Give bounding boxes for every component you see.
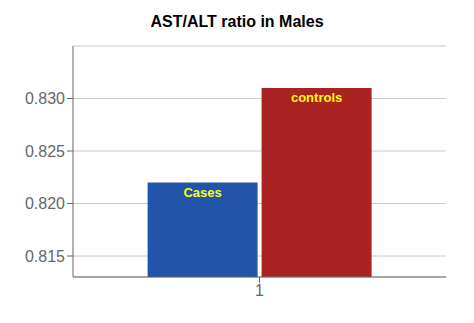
svg-text:0.825: 0.825 (25, 143, 65, 160)
svg-text:0.830: 0.830 (25, 90, 65, 107)
svg-text:0.820: 0.820 (25, 195, 65, 212)
svg-text:controls: controls (291, 90, 342, 105)
svg-text:0.815: 0.815 (25, 248, 65, 265)
svg-text:1: 1 (255, 282, 264, 299)
html-text:AST/ALT ratio in Males: AST/ALT ratio in Males (150, 13, 324, 30)
svg-text:Cases: Cases (183, 185, 221, 200)
